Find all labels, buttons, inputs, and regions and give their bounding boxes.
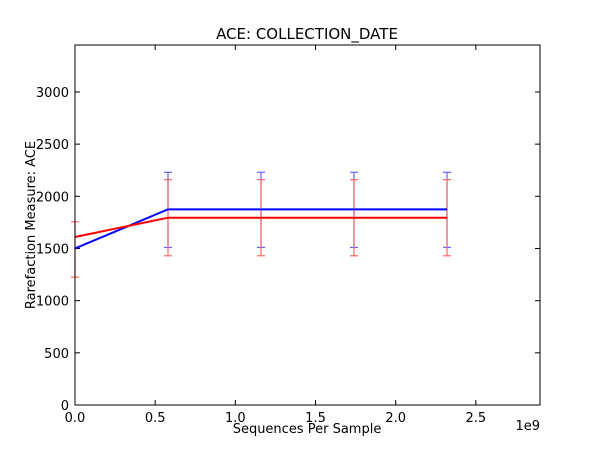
y-tick-label: 2500 [36,138,69,153]
y-axis-label: Rarefaction Measure: ACE [24,141,39,309]
y-tick-label: 3000 [36,86,69,101]
x-tick-label: 1.5 [305,411,326,426]
y-tick-label: 500 [44,347,69,362]
plot-frame [74,44,541,406]
x-tick-label: 0.5 [145,411,166,426]
y-tick-label: 1000 [36,295,69,310]
y-tick-label: 2000 [36,190,69,205]
x-tick-label: 2.5 [466,411,487,426]
series-layer [71,171,451,278]
y-tick-label: 1500 [36,242,69,257]
y-tick-label: 0 [61,399,69,414]
ticks-layer: 0.0 0.5 1.0 1.5 2.0 2.5 0 500 1000 1500 2000 2500 30… [36,45,540,426]
series-line-blue [74,208,447,250]
x-offset-label: 1e9 [515,419,540,434]
x-tick-label: 2.0 [385,411,406,426]
series-line-red [74,216,447,238]
x-tick-label: 0.0 [65,411,86,426]
x-tick-label: 1.0 [225,411,246,426]
x-axis-label: Sequences Per Sample [233,422,382,437]
chart-title: ACE: COLLECTION_DATE [216,25,398,44]
